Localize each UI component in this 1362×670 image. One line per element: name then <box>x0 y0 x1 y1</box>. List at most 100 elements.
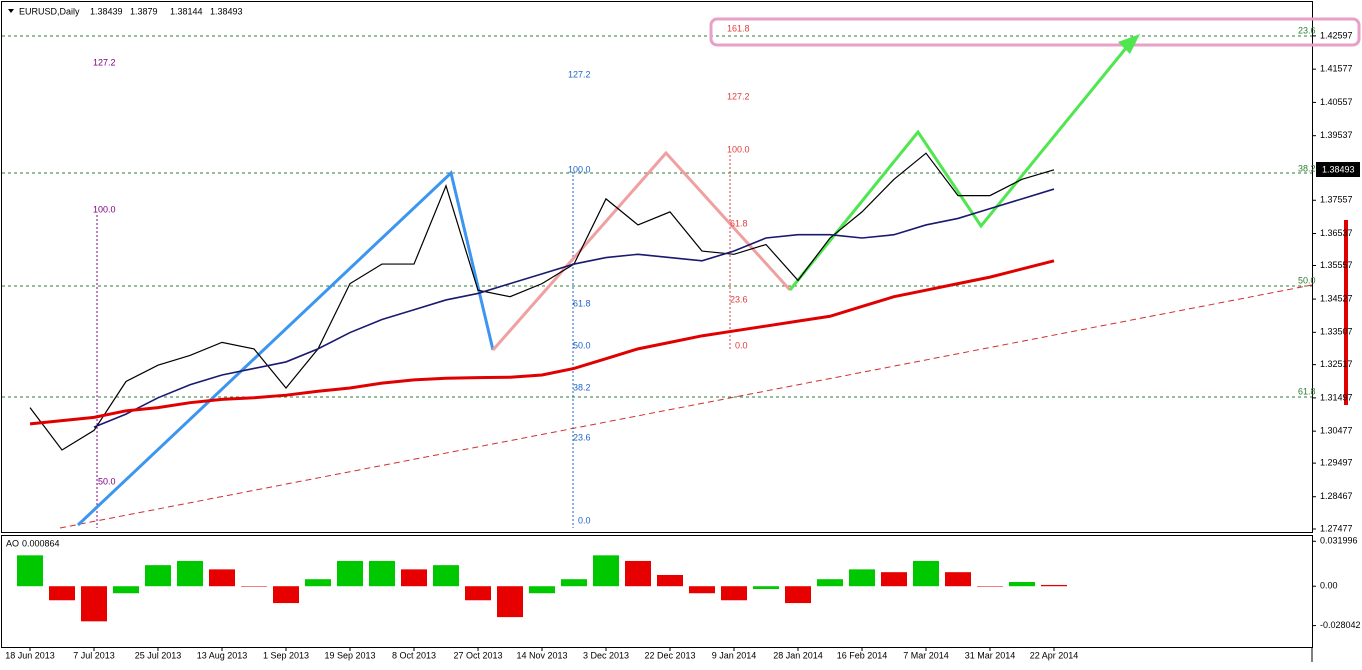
fib-label: 100.0 <box>727 144 750 154</box>
y-tick-label: -0.028042 <box>1320 620 1361 630</box>
y-tick-label: 1.27477 <box>1320 523 1353 533</box>
ao-bar <box>657 574 683 587</box>
main-panel <box>1 1 1313 533</box>
menu-arrow <box>8 9 14 13</box>
ao-bar <box>113 586 139 594</box>
symbol: EURUSD,Daily <box>19 6 80 16</box>
ohlc-low: 1.38144 <box>170 6 203 16</box>
y-tick-label: 1.39537 <box>1320 130 1353 140</box>
y-tick-label: 1.37557 <box>1320 195 1353 205</box>
fib-label: 61.8 <box>573 298 591 308</box>
ao-bar <box>497 586 523 618</box>
ao-panel <box>1 535 1313 648</box>
y-tick-label: 1.33507 <box>1320 327 1353 337</box>
y-tick-label: 1.32517 <box>1320 359 1353 369</box>
ao-bar <box>177 560 203 587</box>
x-tick-label: 8 Oct 2013 <box>392 650 436 660</box>
price-line <box>29 152 1055 451</box>
arrow-head <box>1118 34 1140 54</box>
ao-bar <box>1041 584 1067 587</box>
ohlc-close: 1.38493 <box>210 6 243 16</box>
ao-bar <box>17 555 43 587</box>
ao-bar <box>753 586 779 590</box>
y-tick-label: 1.34527 <box>1320 293 1353 303</box>
fib-label: 127.2 <box>568 69 591 79</box>
y-tick-label: 1.31497 <box>1320 392 1353 402</box>
trend-line <box>59 284 1313 529</box>
ohlc-high: 1.3879 <box>130 6 158 16</box>
ao-bar <box>945 572 971 587</box>
x-tick-label: 31 Mar 2014 <box>965 650 1016 660</box>
y-tick-label: 1.30477 <box>1320 426 1353 436</box>
ao-bar <box>465 586 491 601</box>
ao-bar <box>977 586 1003 587</box>
y-tick-label: 1.35557 <box>1320 260 1353 270</box>
fib-label: 50.0 <box>98 476 116 486</box>
fib-label: 23.6 <box>1298 25 1316 35</box>
fib-label: 161.8 <box>727 23 750 33</box>
ao-bar <box>625 560 651 587</box>
y-tick-label: 1.41577 <box>1320 64 1353 74</box>
x-tick-label: 1 Sep 2013 <box>263 650 309 660</box>
ao-bar <box>49 586 75 601</box>
ao-bar <box>209 569 235 587</box>
ao-bar <box>817 579 843 587</box>
ao-bar <box>593 555 619 587</box>
fib-label: 100.0 <box>568 164 591 174</box>
y-tick-label: 1.29497 <box>1320 457 1353 467</box>
fib-label: 61.8 <box>1298 386 1316 396</box>
ao-bar <box>369 560 395 587</box>
pattern-green <box>788 36 1137 291</box>
ao-bar <box>849 569 875 587</box>
fib-label: 38.2 <box>1298 163 1316 173</box>
x-tick-label: 9 Jan 2014 <box>712 650 757 660</box>
ao-bar <box>913 560 939 587</box>
x-tick-label: 13 Aug 2013 <box>197 650 248 660</box>
price-line <box>29 259 1055 426</box>
fib-label: 127.2 <box>727 91 750 101</box>
ao-bar <box>689 586 715 594</box>
x-tick-label: 7 Mar 2014 <box>903 650 949 660</box>
current-price: 1.38493 <box>1322 164 1355 174</box>
x-tick-label: 28 Jan 2014 <box>773 650 823 660</box>
ao-bar <box>305 579 331 587</box>
x-tick-label: 7 Jul 2013 <box>73 650 115 660</box>
fib-label: 50.0 <box>573 340 591 350</box>
ao-bar <box>433 565 459 587</box>
price-box <box>1316 162 1360 177</box>
ao-bar <box>401 569 427 587</box>
fib-label: 61.8 <box>730 218 748 228</box>
y-tick-label: 0.00 <box>1320 581 1338 591</box>
y-tick-label: 0.031996 <box>1320 536 1358 546</box>
y-tick-label: 1.36537 <box>1320 228 1353 238</box>
y-tick-label: 1.42597 <box>1320 30 1353 40</box>
pattern-blue <box>76 170 495 527</box>
fib-label: 23.6 <box>730 294 748 304</box>
fib-label: 38.2 <box>573 382 591 392</box>
x-tick-label: 19 Sep 2013 <box>324 650 375 660</box>
fib-label: 23.6 <box>573 432 591 442</box>
ao-bar <box>81 586 107 622</box>
y-tick-label: 1.40557 <box>1320 97 1353 107</box>
ao-bar <box>145 565 171 587</box>
ao-bar <box>785 586 811 604</box>
ao-last: 0.000864 <box>22 538 60 548</box>
fib-label: 127.2 <box>93 57 116 67</box>
price-line <box>93 188 1055 428</box>
fib-levels <box>2 35 1312 398</box>
x-tick-label: 25 Jul 2013 <box>135 650 182 660</box>
x-tick-label: 3 Dec 2013 <box>583 650 629 660</box>
ao-bar <box>273 586 299 604</box>
ohlc-open: 1.38439 <box>90 6 123 16</box>
ao-bar <box>561 579 587 587</box>
ao-bar <box>337 560 363 587</box>
x-tick-label: 14 Nov 2013 <box>516 650 567 660</box>
ao-bar <box>241 586 267 587</box>
fib-label: 100.0 <box>93 204 116 214</box>
x-tick-label: 16 Feb 2014 <box>837 650 888 660</box>
fib-label: 0.0 <box>735 340 748 350</box>
x-tick-label: 22 Apr 2014 <box>1030 650 1079 660</box>
x-tick-label: 27 Oct 2013 <box>453 650 502 660</box>
